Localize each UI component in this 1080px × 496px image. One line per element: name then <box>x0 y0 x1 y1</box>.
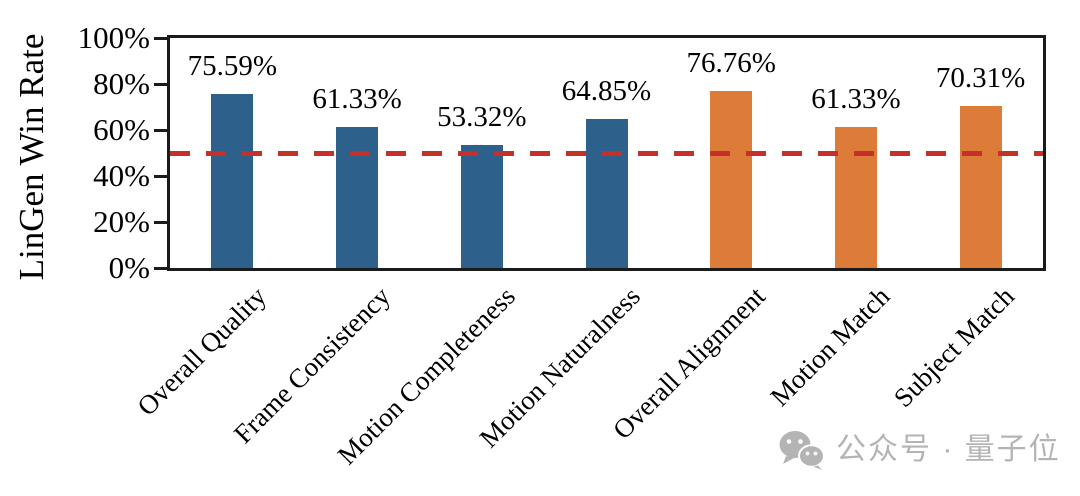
bar-motion-match <box>834 126 877 268</box>
bar-motion-naturalness <box>585 118 628 268</box>
y-tick-label: 20% <box>93 204 150 239</box>
plot-area: 75.59% 61.33% 53.32% 64.85% 76.76% 61.33% 70.3… <box>167 35 1046 271</box>
y-tick-label: 80% <box>93 66 150 101</box>
x-tick-label: Motion Match <box>764 281 896 412</box>
y-tick-mark <box>154 266 167 270</box>
y-tick-mark <box>154 82 167 86</box>
watermark: 公众号 · 量子位 <box>778 430 1061 470</box>
y-tick-mark <box>154 36 167 40</box>
bar-value-label: 61.33% <box>811 82 901 115</box>
bar-value-label: 53.32% <box>437 101 527 134</box>
bar-value-label: 76.76% <box>686 47 776 80</box>
bar-value-label: 61.33% <box>312 82 402 115</box>
y-tick-label: 0% <box>108 250 150 285</box>
reference-line-50pct <box>170 150 1043 156</box>
y-tick-mark <box>154 220 167 224</box>
bar-overall-quality <box>211 94 254 268</box>
bar-subject-match <box>959 106 1002 268</box>
bar-value-label: 70.31% <box>935 62 1026 95</box>
x-tick-label: Overall Quality <box>131 281 272 422</box>
y-tick-label: 40% <box>93 158 150 193</box>
y-tick-label: 100% <box>77 20 150 55</box>
bar-value-label: 75.59% <box>187 50 278 83</box>
x-tick-label: Subject Match <box>887 281 1020 414</box>
wechat-icon <box>779 431 825 470</box>
y-tick-mark <box>154 128 167 132</box>
y-tick-label: 60% <box>93 112 150 147</box>
bar-value-label: 64.85% <box>561 74 652 107</box>
bar-motion-completeness <box>460 145 503 268</box>
y-tick-mark <box>154 174 167 178</box>
bar-overall-alignment <box>710 91 753 268</box>
bar-frame-consistency <box>336 126 379 268</box>
watermark-text: 公众号 · 量子位 <box>836 433 1061 466</box>
